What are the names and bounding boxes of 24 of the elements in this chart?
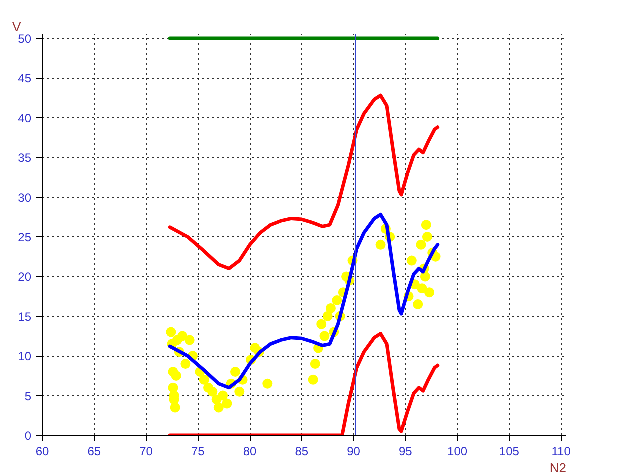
y-tick-label: 20 <box>18 270 32 284</box>
y-tick-label: 30 <box>18 190 32 205</box>
x-tick-label: 75 <box>191 444 206 458</box>
y-axis-title: V <box>12 20 22 34</box>
x-tick-label: 70 <box>140 444 154 458</box>
y-tick-label: 45 <box>18 72 32 86</box>
y-tick-label: 0 <box>24 429 32 443</box>
y-tick-label: 35 <box>18 151 32 166</box>
y-tick-label: 50 <box>18 32 32 46</box>
x-tick-label: 80 <box>243 444 258 458</box>
x-tick-label: 110 <box>552 444 572 458</box>
x-tick-label: 95 <box>398 444 413 458</box>
y-tick-label: 40 <box>18 111 32 126</box>
x-tick-label: 100 <box>448 444 468 458</box>
x-tick-label: 85 <box>295 444 309 458</box>
x-tick-label: 65 <box>88 444 102 458</box>
y-tick-label: 15 <box>18 310 32 324</box>
y-tick-label: 5 <box>24 389 32 404</box>
y-tick-label: 10 <box>18 350 32 364</box>
x-tick-label: 105 <box>499 444 520 458</box>
y-tick-label: 25 <box>18 230 32 244</box>
x-tick-label: 90 <box>347 444 361 458</box>
x-axis-title: N2 <box>550 460 567 475</box>
x-tick-label: 60 <box>36 444 50 458</box>
